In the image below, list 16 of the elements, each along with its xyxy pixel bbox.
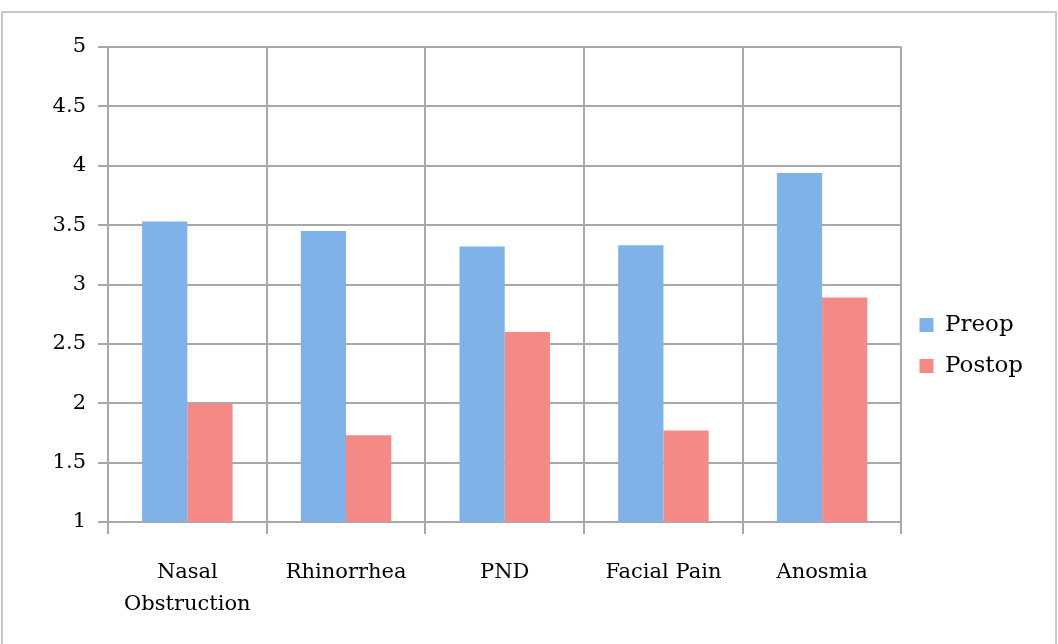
y-tick-label: 1.5 (52, 449, 86, 474)
x-tick-label: PND (480, 558, 530, 583)
legend-label: Postop (944, 350, 1024, 377)
x-tick-label: Nasal Obstruction (124, 558, 251, 616)
y-tick-label: 2 (72, 389, 86, 414)
y-tick-label: 5 (72, 33, 86, 58)
y-tick-label: 2.5 (52, 330, 86, 355)
legend-label: Preop (944, 309, 1014, 336)
x-tick-label: Rhinorrhea (285, 558, 407, 583)
y-tick-label: 4.5 (52, 92, 86, 117)
y-tick-label: 4 (72, 152, 86, 177)
y-tick-label: 1 (72, 508, 86, 533)
x-tick-label: Facial Pain (605, 558, 722, 583)
x-tick-label: Anosmia (775, 558, 868, 583)
y-tick-label: 3 (72, 270, 86, 295)
y-tick-label: 3.5 (52, 211, 86, 236)
